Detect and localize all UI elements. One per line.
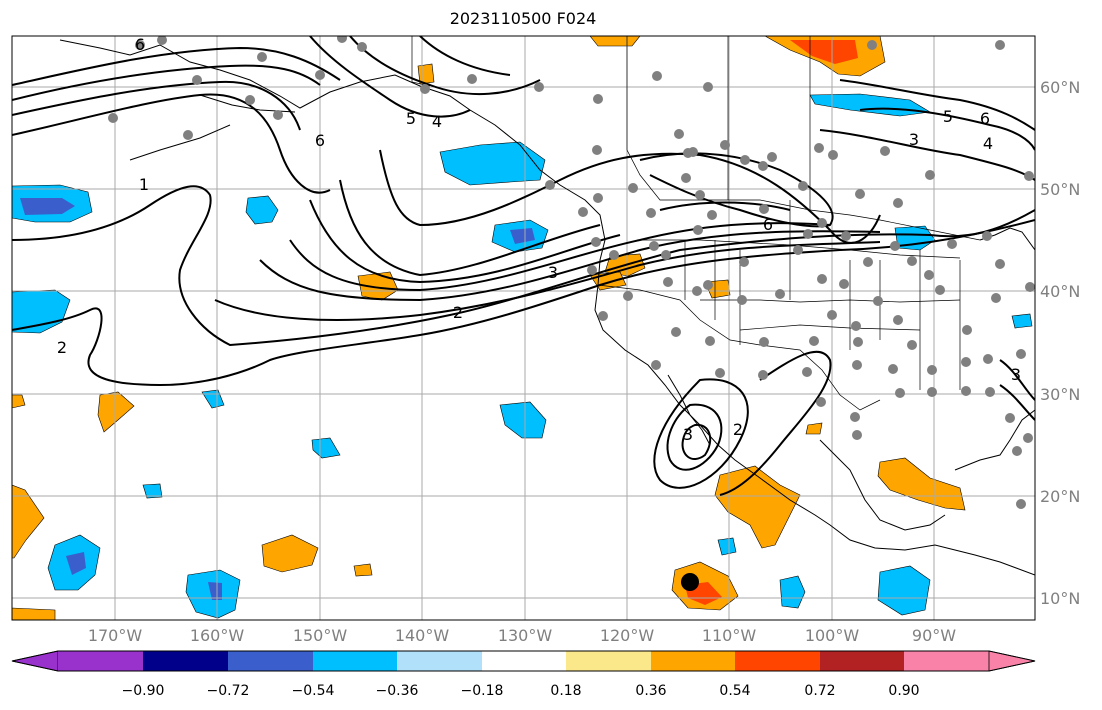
map-frame	[11, 35, 1036, 621]
contour-label: 6	[763, 215, 773, 234]
lon-tick-label: 140°W	[395, 626, 450, 645]
lon-tick-label: 100°W	[805, 626, 860, 645]
colorbar-segment	[904, 651, 989, 671]
lat-tick-label: 60°N	[1040, 78, 1080, 97]
colorbar-tick-label: −0.54	[292, 683, 335, 699]
colorbar-tick-label: 0.54	[719, 683, 750, 699]
station-markers	[108, 36, 1035, 509]
colorbar-segment	[566, 651, 651, 671]
colorbar-tick-label: 0.72	[804, 683, 835, 699]
contour-label: 3	[548, 263, 558, 282]
negative-shading	[12, 93, 1033, 619]
lat-tick-label: 50°N	[1040, 180, 1080, 199]
lat-tick-label: 10°N	[1040, 589, 1080, 608]
lon-tick-label: 170°W	[88, 626, 143, 645]
lat-tick-label: 20°N	[1040, 487, 1080, 506]
colorbar-segment	[397, 651, 482, 671]
contour-label: 6	[980, 109, 990, 128]
colorbar-tick-label: 0.18	[550, 683, 581, 699]
lon-tick-label: 90°W	[912, 626, 956, 645]
lon-tick-label: 160°W	[190, 626, 245, 645]
colorbar: −0.90 −0.72 −0.54 −0.36 −0.18 0.18 0.36 …	[11, 650, 1036, 699]
colorbar-ticks: −0.90 −0.72 −0.54 −0.36 −0.18 0.18 0.36 …	[122, 683, 920, 699]
colorbar-segment	[651, 651, 735, 671]
contour-label: 3	[1011, 365, 1021, 384]
map-grid	[12, 36, 1035, 620]
lat-tick-label: 40°N	[1040, 282, 1080, 301]
contour-label: 3	[909, 130, 919, 149]
contour-label: 5	[406, 109, 416, 128]
colorbar-tick-label: −0.36	[376, 683, 419, 699]
positive-shading	[12, 36, 966, 620]
colorbar-tick-label: 0.90	[888, 683, 919, 699]
contour-label: 2	[57, 338, 67, 357]
contour-label: 2	[453, 303, 463, 322]
colorbar-low-extend	[11, 650, 59, 672]
colorbar-segment	[228, 651, 313, 671]
colorbar-high-extend	[988, 650, 1036, 672]
colorbar-tick-label: 0.36	[635, 683, 666, 699]
storm-marker	[681, 573, 699, 591]
colorbar-tick-label: −0.18	[461, 683, 504, 699]
colorbar-segment	[143, 651, 228, 671]
colorbar-segment	[313, 651, 397, 671]
contour-label: 3	[683, 425, 693, 444]
contours	[12, 36, 1035, 496]
contour-label: 2	[733, 420, 743, 439]
coastlines	[59, 39, 1035, 576]
lon-tick-labels: 170°W 160°W 150°W 140°W 130°W 120°W 110°…	[88, 626, 956, 645]
colorbar-segment	[482, 651, 566, 671]
contour-label: 6	[315, 131, 325, 150]
contour-label: 4	[432, 112, 442, 131]
contour-label: 6	[135, 35, 145, 54]
contour-labels: 1 2 2 3 3 4 5 6 6 6 3 4 5 6 2 3	[57, 35, 1021, 444]
lon-tick-label: 150°W	[293, 626, 348, 645]
colorbar-tick-label: −0.90	[122, 683, 165, 699]
contour-label: 1	[139, 175, 149, 194]
contour-label: 4	[983, 134, 993, 153]
lat-tick-label: 30°N	[1040, 385, 1080, 404]
lon-tick-label: 110°W	[702, 626, 757, 645]
contour-label: 5	[943, 107, 953, 126]
lat-tick-labels: 60°N 50°N 40°N 30°N 20°N 10°N	[1040, 78, 1080, 608]
colorbar-tick-label: −0.72	[207, 683, 250, 699]
colorbar-segment	[735, 651, 820, 671]
colorbar-segment	[820, 651, 904, 671]
lon-tick-label: 120°W	[600, 626, 655, 645]
colorbar-segment	[58, 651, 143, 671]
lon-tick-label: 130°W	[498, 626, 553, 645]
colorbar-frame	[11, 650, 1036, 672]
map-title: 2023110500 F024	[449, 9, 597, 28]
